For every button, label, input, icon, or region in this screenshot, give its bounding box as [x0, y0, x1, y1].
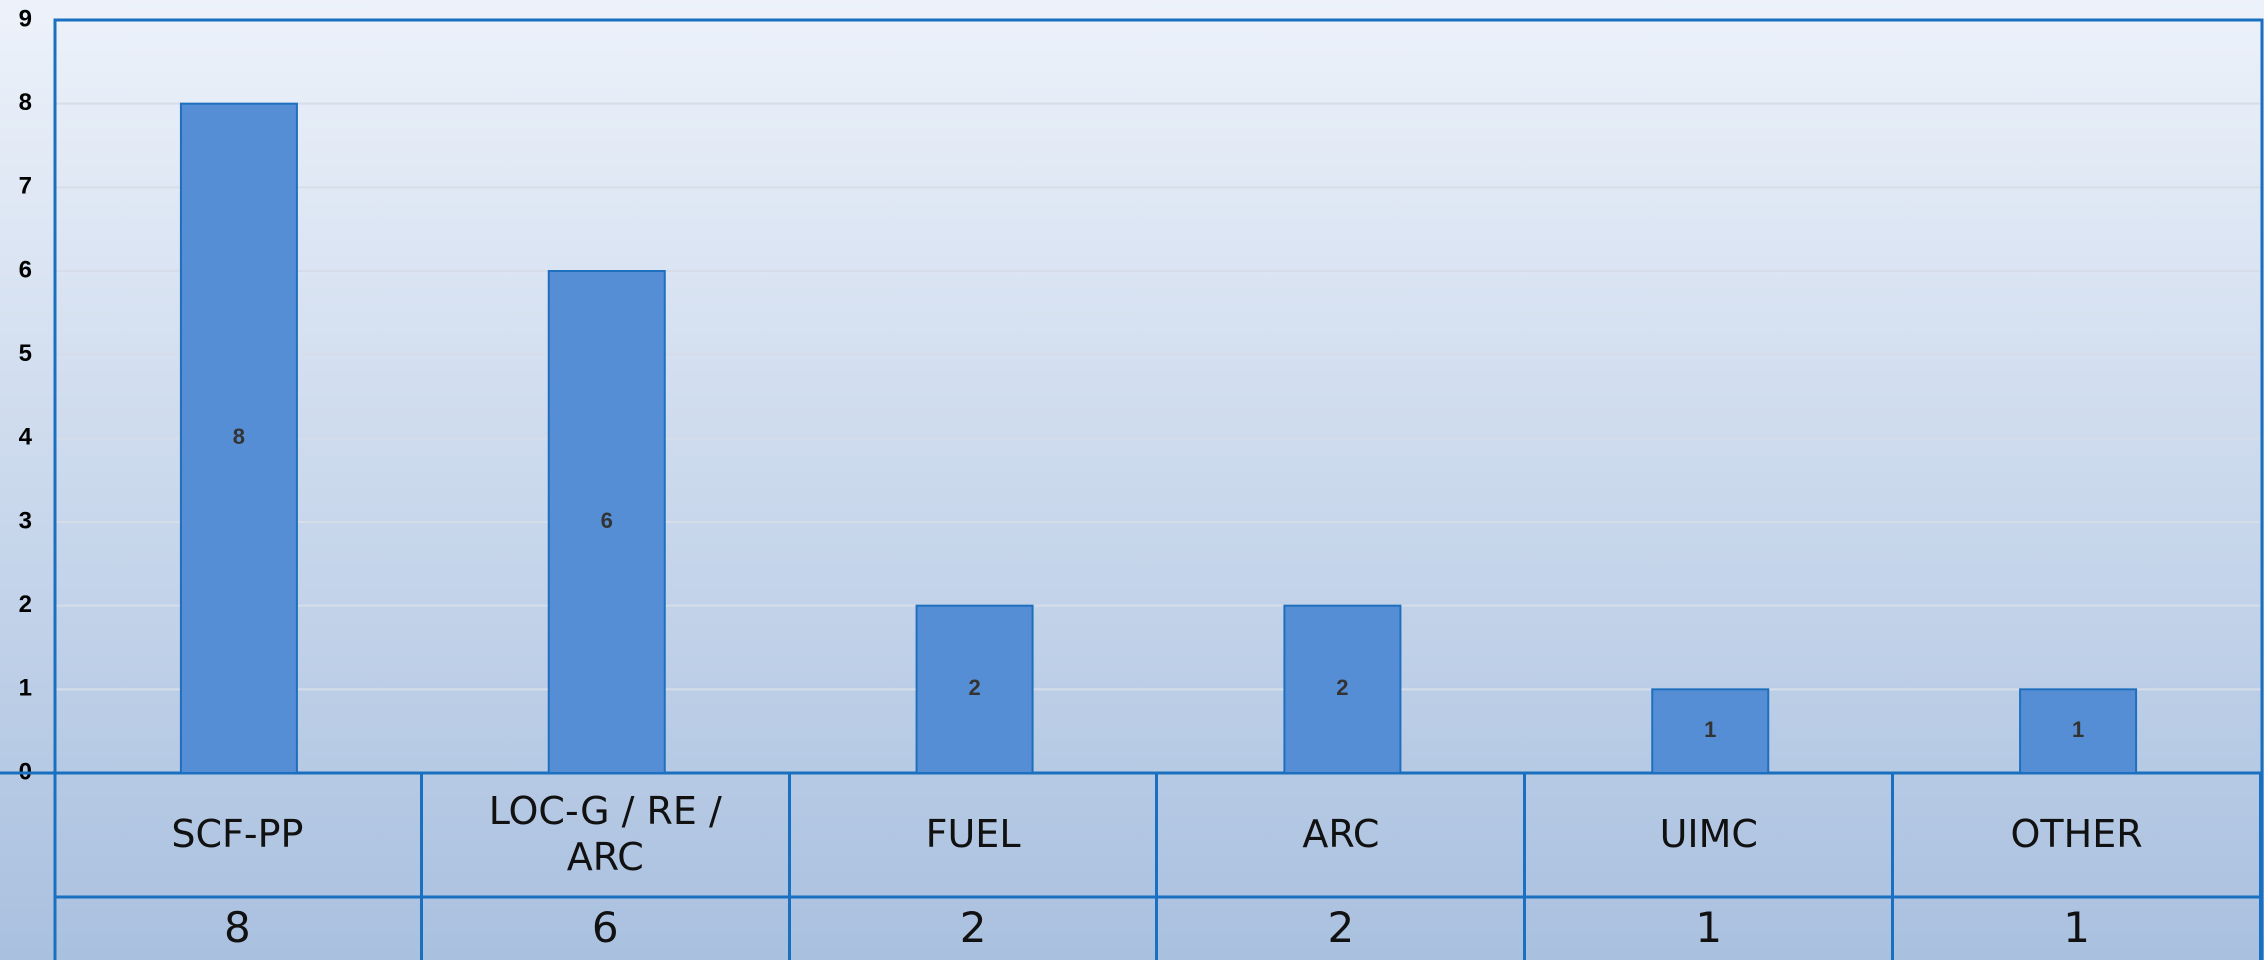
data-label: 1 — [1704, 717, 1716, 742]
value-cell: 1 — [1894, 897, 2262, 960]
data-label: 8 — [233, 424, 245, 449]
y-tick-label: 1 — [19, 675, 32, 702]
y-tick-label: 6 — [19, 256, 32, 283]
value-cell: 6 — [423, 897, 791, 960]
bar — [179, 102, 298, 774]
plot-border — [53, 18, 2264, 960]
data-label: 2 — [968, 675, 980, 700]
data-label: 2 — [1336, 675, 1348, 700]
category-cell: SCF-PP — [55, 773, 423, 897]
value-cell: 1 — [1526, 897, 1895, 960]
y-tick-label: 2 — [19, 591, 32, 618]
category-cell: FUEL — [791, 773, 1159, 897]
y-tick-label: 5 — [19, 340, 32, 367]
y-tick-label: 4 — [19, 424, 33, 451]
y-tick-label: 9 — [19, 5, 32, 32]
category-cell: UIMC — [1526, 773, 1895, 897]
category-cell: ARC — [1159, 773, 1527, 897]
y-tick-label: 3 — [19, 507, 32, 534]
bar — [915, 604, 1034, 775]
value-cell: 2 — [791, 897, 1159, 960]
value-cell: 8 — [55, 897, 423, 960]
bar — [2019, 688, 2138, 774]
bar — [1651, 688, 1770, 774]
category-cell: LOC-G / RE / ARC — [423, 773, 791, 897]
bar — [547, 270, 666, 774]
data-label: 6 — [601, 508, 613, 533]
data-label: 1 — [2072, 717, 2084, 742]
bar — [1283, 604, 1402, 775]
category-cell: OTHER — [1894, 773, 2262, 897]
y-tick-label: 8 — [19, 89, 32, 116]
y-tick-label: 7 — [19, 173, 32, 200]
value-cell: 2 — [1159, 897, 1527, 960]
